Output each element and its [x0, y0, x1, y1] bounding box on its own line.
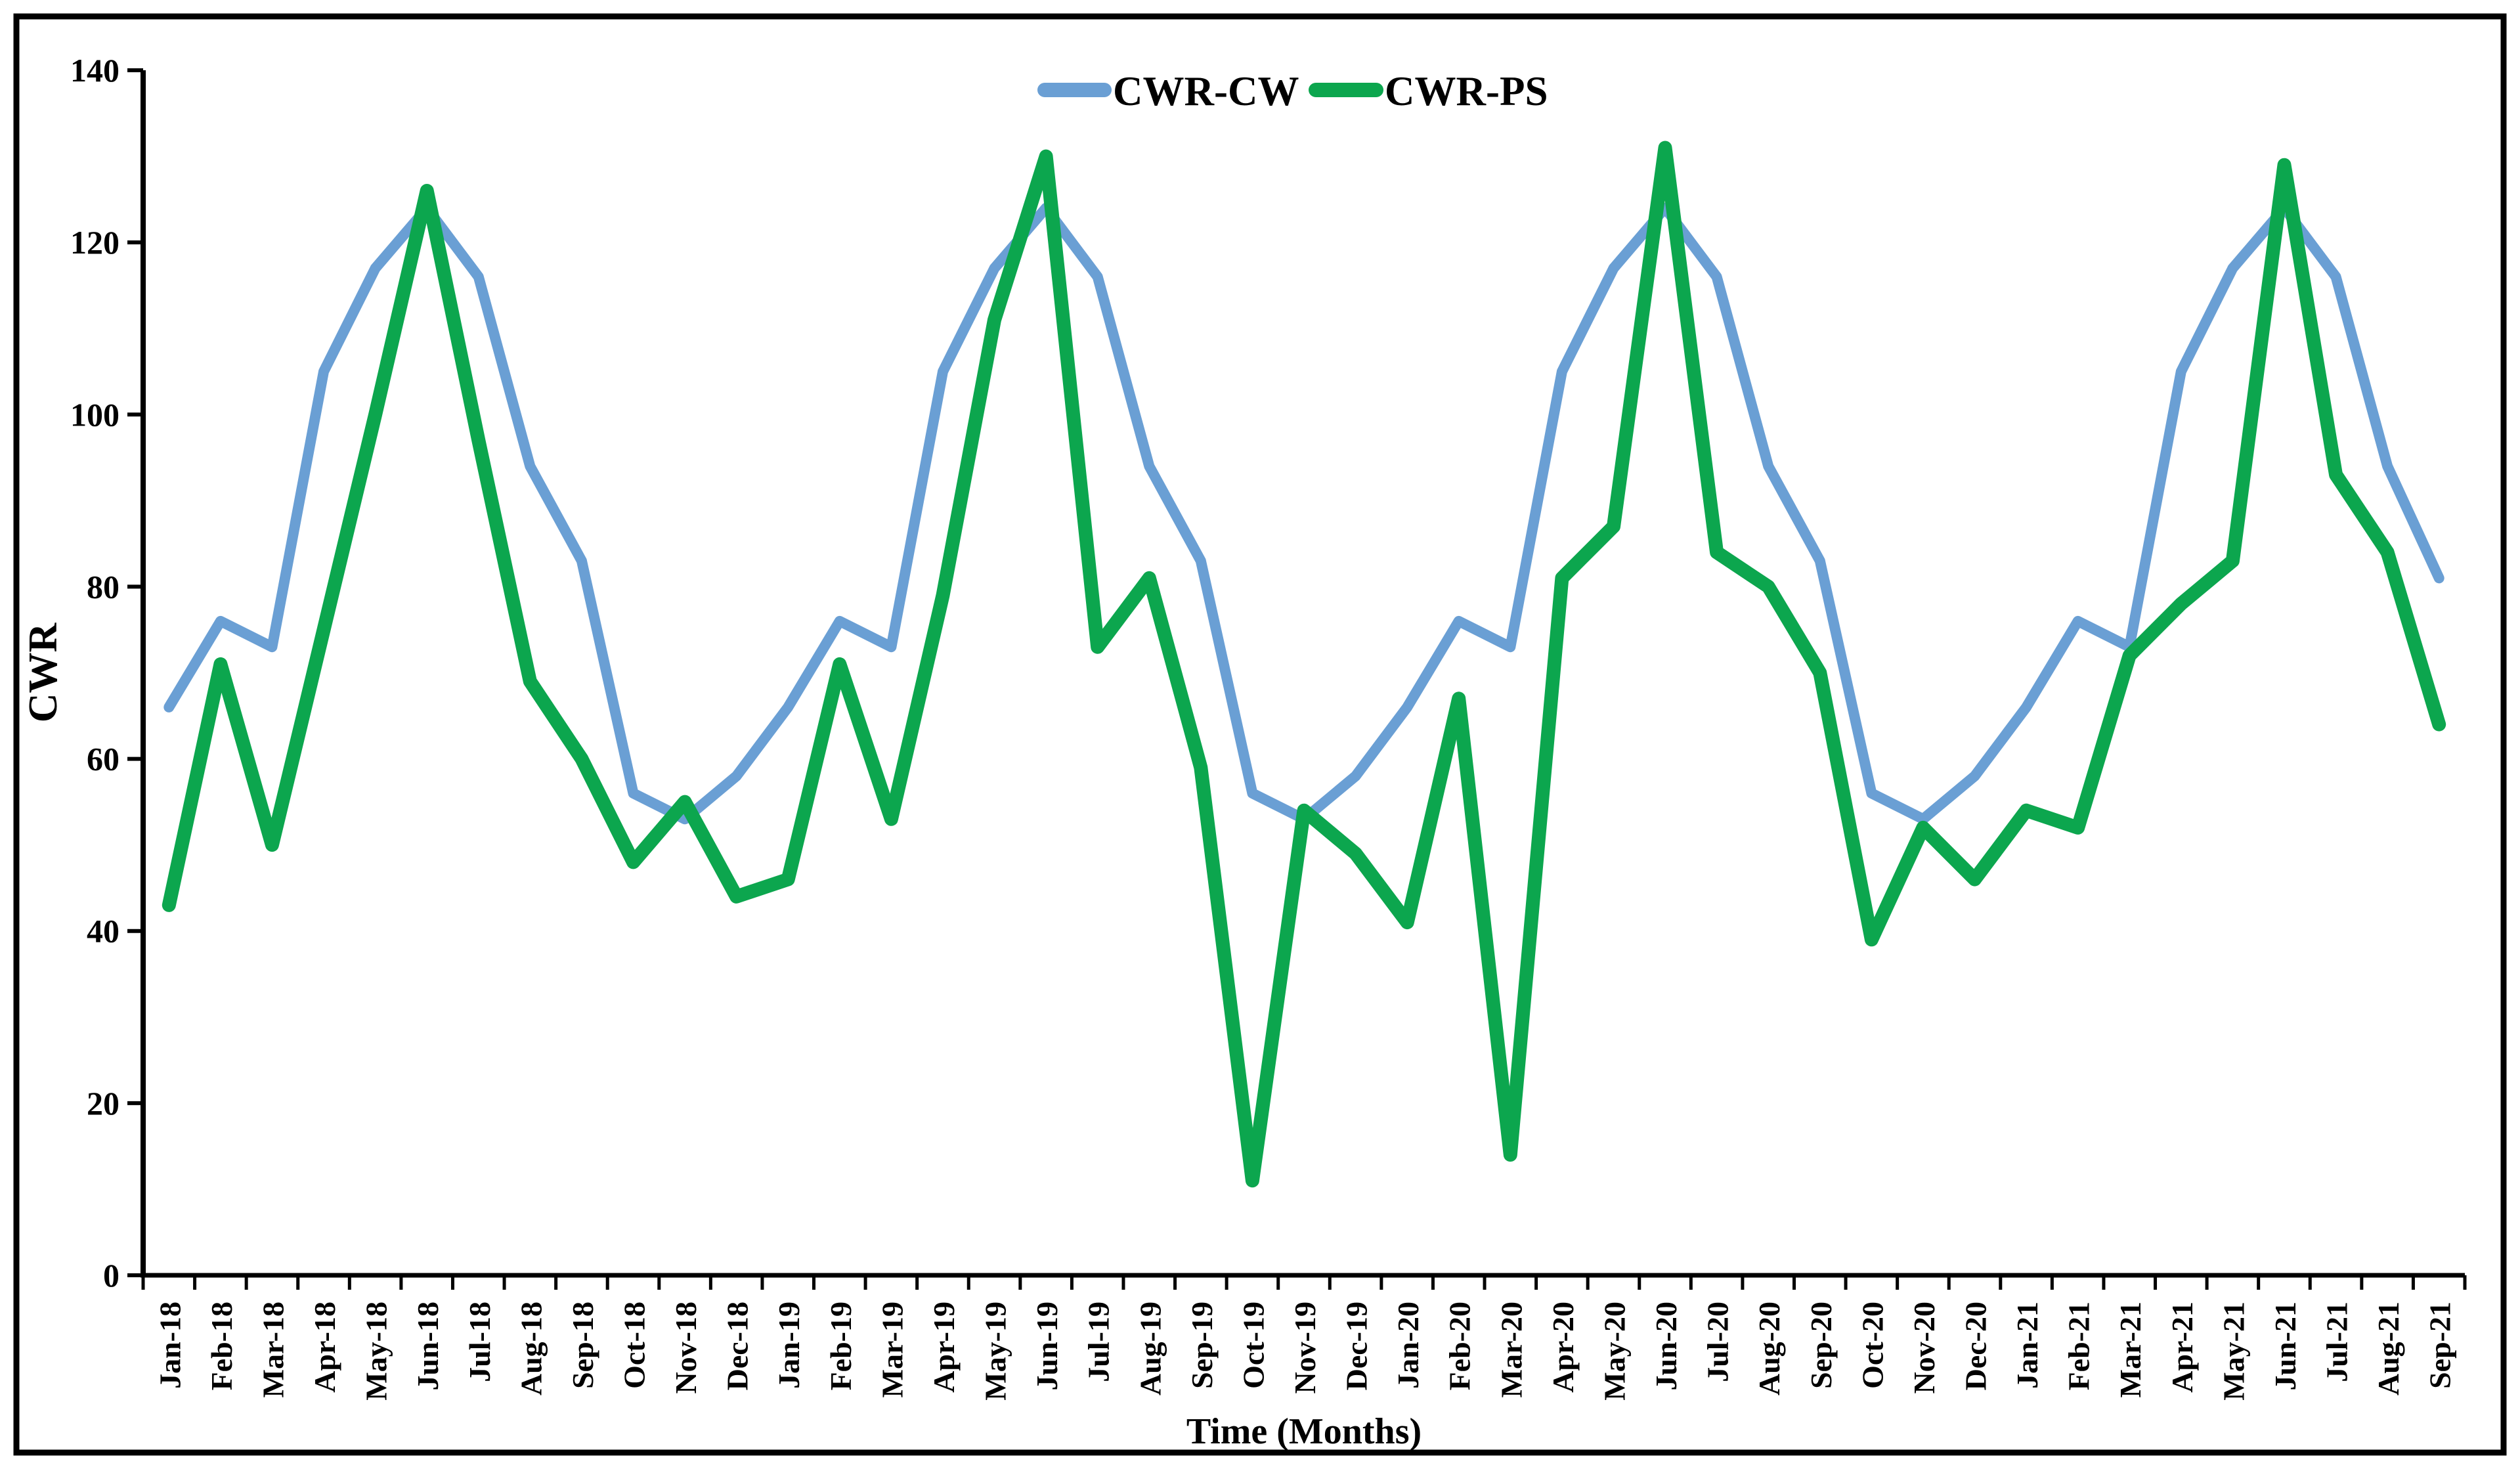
x-tick-label: Oct-19	[1236, 1302, 1270, 1389]
x-tick-label: Jul-21	[2320, 1302, 2354, 1382]
x-tick-label: May-21	[2217, 1302, 2250, 1401]
legend-label-cwr-cw: CWR-CW	[1113, 68, 1299, 114]
x-tick-label: Dec-19	[1340, 1302, 1374, 1390]
x-tick-label: Jun-21	[2269, 1302, 2302, 1390]
x-tick-label: Apr-20	[1546, 1302, 1580, 1393]
y-tick-label: 140	[70, 52, 119, 89]
series-line-cwr-ps	[162, 141, 2446, 1188]
x-tick-label: Nov-18	[669, 1302, 703, 1394]
x-tick-label: Mar-21	[2114, 1302, 2147, 1397]
x-axis-title: Time (Months)	[1186, 1411, 1422, 1452]
x-tick-label: Dec-20	[1959, 1302, 1993, 1390]
x-tick-label: Jul-18	[463, 1302, 496, 1382]
x-tick-label: Mar-19	[875, 1302, 909, 1397]
series-line-cwr-cw	[163, 202, 2444, 825]
x-tick-label: Mar-18	[256, 1302, 290, 1397]
y-axis-title: CWR	[21, 623, 66, 723]
x-tick-label: Feb-21	[2062, 1302, 2096, 1390]
x-tick-label: Feb-19	[824, 1302, 858, 1390]
x-tick-label: Sep-20	[1804, 1302, 1838, 1389]
x-tick-label: Jun-19	[1030, 1302, 1064, 1390]
x-tick-label: Aug-18	[514, 1302, 548, 1395]
x-tick-label: Sep-18	[566, 1302, 599, 1389]
chart-border	[13, 13, 2507, 1456]
x-tick-label: Oct-18	[617, 1302, 651, 1389]
x-tick-label: Feb-18	[205, 1302, 238, 1390]
y-tick-label: 80	[87, 568, 119, 605]
x-tick-label: Oct-20	[1856, 1302, 1889, 1389]
x-tick-label: May-18	[360, 1302, 393, 1401]
x-tick-label: Sep-19	[1185, 1302, 1219, 1389]
x-tick-label: Jan-18	[153, 1302, 186, 1389]
x-tick-label: Jan-19	[772, 1302, 806, 1389]
x-tick-label: Jul-19	[1082, 1302, 1116, 1382]
y-tick-label: 0	[103, 1257, 119, 1294]
y-tick-label: 60	[87, 741, 119, 778]
x-tick-label: Apr-21	[2165, 1302, 2199, 1393]
x-tick-label: Jan-21	[2010, 1302, 2044, 1389]
x-tick-label: Jan-20	[1391, 1302, 1425, 1389]
x-tick-label: Jul-20	[1701, 1302, 1735, 1382]
x-tick-label: Apr-19	[927, 1302, 961, 1393]
x-tick-label: May-20	[1597, 1302, 1631, 1401]
x-tick-label: Nov-19	[1288, 1302, 1322, 1394]
x-tick-label: Sep-21	[2423, 1302, 2457, 1389]
x-tick-label: Aug-21	[2372, 1302, 2405, 1395]
legend-label-cwr-ps: CWR-PS	[1385, 68, 1548, 114]
x-tick-label: Feb-20	[1443, 1302, 1477, 1390]
x-tick-label: Dec-18	[721, 1302, 754, 1390]
x-tick-label: Aug-20	[1752, 1302, 1786, 1395]
y-tick-label: 100	[70, 396, 119, 433]
y-tick-label: 40	[87, 913, 119, 950]
x-tick-label: Jun-20	[1649, 1302, 1683, 1390]
x-tick-label: Aug-19	[1133, 1302, 1167, 1395]
y-tick-label: 20	[87, 1085, 119, 1122]
x-tick-label: May-19	[979, 1302, 1012, 1401]
x-tick-label: Mar-20	[1494, 1302, 1528, 1397]
y-tick-label: 120	[70, 224, 119, 261]
x-tick-label: Nov-20	[1907, 1302, 1941, 1394]
x-tick-label: Apr-18	[308, 1302, 341, 1393]
x-tick-label: Jun-18	[411, 1302, 445, 1390]
